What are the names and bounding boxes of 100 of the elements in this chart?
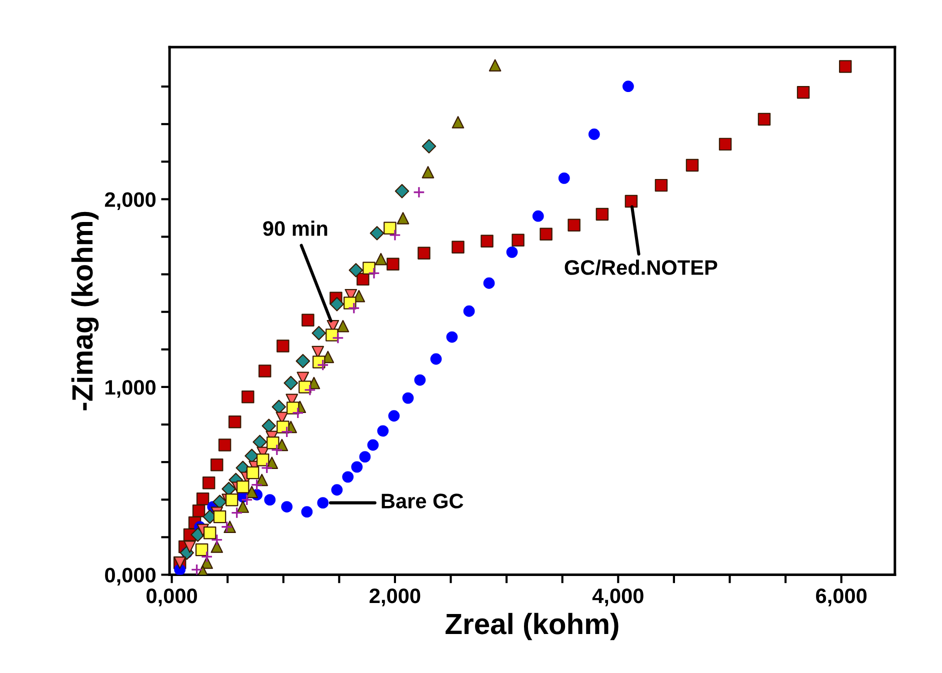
point: [796, 86, 810, 99]
point: [370, 226, 384, 240]
point: [359, 451, 371, 463]
point: [512, 234, 524, 247]
point: [220, 520, 233, 533]
point: [483, 277, 495, 289]
point: [236, 480, 250, 494]
point: [838, 60, 852, 73]
point: [330, 297, 344, 312]
point: [654, 178, 668, 192]
point: [422, 166, 434, 178]
point: [250, 478, 263, 491]
point: [331, 484, 343, 496]
point: [368, 267, 380, 280]
point: [228, 416, 242, 428]
point: [240, 494, 253, 506]
point: [258, 364, 272, 378]
point: [284, 376, 298, 390]
point: [190, 564, 203, 575]
point: [452, 116, 464, 128]
point: [270, 444, 283, 456]
point: [452, 240, 464, 254]
point: [316, 359, 329, 371]
point: [532, 210, 544, 222]
point: [301, 506, 313, 518]
point: [356, 272, 370, 286]
point: [446, 331, 458, 343]
point: [394, 184, 410, 198]
x-tick-label: 0,000: [146, 588, 198, 606]
point: [430, 353, 442, 365]
annotation: Bare GC: [382, 494, 464, 508]
point: [210, 540, 224, 553]
point: [624, 194, 638, 208]
point: [210, 458, 224, 472]
point: [540, 228, 552, 240]
annotation: GC/Red.NOTEP: [564, 260, 718, 276]
point: [367, 439, 379, 451]
point: [402, 392, 414, 404]
point: [260, 462, 273, 474]
point: [246, 466, 260, 480]
point: [388, 229, 401, 242]
point: [230, 506, 243, 519]
point: [568, 218, 580, 232]
point: [377, 425, 389, 437]
point: [718, 138, 732, 151]
point: [418, 246, 430, 260]
x-tick-label: 2,000: [370, 588, 420, 606]
point: [374, 252, 388, 266]
point: [203, 526, 216, 540]
x-axis-title: Zreal (kohm): [446, 612, 618, 640]
point: [281, 501, 293, 512]
point: [414, 374, 426, 386]
point: [348, 302, 360, 314]
point: [218, 438, 232, 452]
point: [292, 406, 304, 419]
point: [195, 543, 208, 556]
point: [225, 493, 238, 506]
y-tick-label: 2,000: [104, 192, 156, 210]
point: [202, 476, 216, 490]
point: [246, 486, 258, 498]
point: [342, 471, 354, 483]
point: [758, 112, 771, 126]
point: [236, 500, 250, 513]
y-tick-label: 0,000: [105, 568, 156, 586]
point: [264, 494, 276, 506]
point: [210, 534, 223, 546]
point: [200, 550, 213, 563]
x-tick-label: 4,000: [592, 588, 644, 606]
point: [256, 453, 270, 466]
point: [596, 208, 609, 221]
point: [622, 80, 634, 92]
point: [192, 504, 206, 518]
point: [196, 492, 210, 506]
annotation: 90 min: [263, 220, 328, 236]
point: [384, 222, 396, 234]
point: [242, 390, 254, 404]
point: [396, 212, 410, 224]
point: [317, 497, 329, 509]
point: [348, 263, 364, 278]
point: [388, 410, 400, 422]
point: [386, 258, 400, 271]
point: [412, 186, 425, 198]
point: [312, 326, 326, 340]
x-tick-label: 6,000: [816, 588, 867, 606]
point: [351, 461, 363, 473]
point: [336, 320, 350, 332]
point: [184, 540, 196, 553]
point: [296, 354, 310, 368]
point: [213, 510, 226, 524]
point: [266, 436, 280, 450]
y-axis-title: -Zimag (kohm): [71, 212, 99, 410]
y-tick-label: 1,000: [106, 380, 156, 398]
point: [302, 314, 314, 326]
point: [262, 418, 276, 433]
point: [480, 234, 494, 248]
point: [422, 139, 436, 154]
point: [463, 305, 475, 317]
point: [558, 172, 570, 184]
point: [588, 128, 600, 140]
point: [506, 246, 518, 258]
